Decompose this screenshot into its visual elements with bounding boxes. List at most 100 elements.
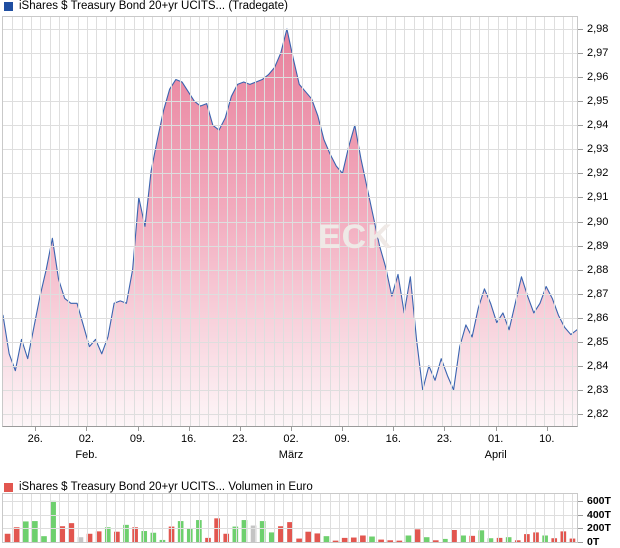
gridline-vertical: [339, 17, 340, 426]
price-chart-legend[interactable]: iShares $ Treasury Bond 20+yr UCITS... (…: [4, 0, 288, 13]
gridline-vertical: [535, 494, 536, 542]
x-tick-mark: [495, 427, 497, 431]
gridline-vertical: [152, 494, 153, 542]
volume-bar: [141, 531, 148, 542]
gridline-vertical: [386, 17, 387, 426]
x-tick-label-day: 16.: [385, 433, 401, 445]
gridline-vertical: [292, 494, 293, 542]
volume-chart-panel[interactable]: [2, 493, 578, 543]
gridline-horizontal: [3, 53, 577, 54]
gridline-vertical: [516, 17, 517, 426]
gridline-vertical: [311, 17, 312, 426]
volume-bar: [214, 518, 220, 542]
volume-bar: [533, 532, 539, 542]
gridline-horizontal: [3, 342, 577, 343]
gridline-horizontal: [3, 197, 577, 198]
y-tick-label: 2,82: [587, 407, 609, 420]
volume-chart-legend[interactable]: iShares $ Treasury Bond 20+yr UCITS... V…: [4, 481, 313, 494]
y-tick-label: 2,91: [587, 191, 609, 204]
gridline-horizontal: [3, 149, 577, 150]
gridline-vertical: [479, 494, 480, 542]
y-tick-mark: [578, 269, 583, 271]
gridline-vertical: [544, 494, 545, 542]
x-tick-mark: [86, 427, 88, 431]
gridline-vertical: [12, 494, 13, 542]
gridline-vertical: [479, 17, 480, 426]
volume-bar: [423, 537, 430, 542]
gridline-vertical: [171, 17, 172, 426]
x-tick-label-day: 09.: [334, 433, 350, 445]
gridline-vertical: [395, 494, 396, 542]
gridline-horizontal: [3, 222, 577, 223]
volume-bar: [150, 532, 157, 542]
gridline-vertical: [134, 494, 135, 542]
volume-bar: [451, 530, 457, 542]
volume-y-tick-label: 600T: [587, 494, 611, 507]
gridline-vertical: [507, 17, 508, 426]
gridline-vertical: [554, 17, 555, 426]
gridline-horizontal: [3, 318, 577, 319]
y-tick-label: 2,96: [587, 71, 609, 84]
gridline-vertical: [302, 17, 303, 426]
gridline-vertical: [124, 17, 125, 426]
volume-bar: [442, 538, 448, 542]
volume-bar: [305, 531, 312, 542]
gridline-vertical: [190, 494, 191, 542]
x-tick-label-month: Feb.: [75, 449, 98, 461]
x-tick-mark: [291, 427, 293, 431]
gridline-vertical: [376, 494, 377, 542]
y-tick-label: 2,90: [587, 215, 609, 228]
gridline-vertical: [535, 17, 536, 426]
gridline-vertical: [367, 494, 368, 542]
red-square-icon: [4, 483, 13, 493]
gridline-vertical: [572, 17, 573, 426]
gridline-vertical: [208, 17, 209, 426]
gridline-vertical: [50, 494, 51, 542]
gridline-vertical: [190, 17, 191, 426]
x-tick-mark: [546, 427, 548, 431]
gridline-vertical: [218, 17, 219, 426]
volume-y-tick-label: 200T: [587, 522, 611, 535]
gridline-vertical: [404, 17, 405, 426]
gridline-vertical: [404, 494, 405, 542]
y-tick-label: 2,86: [587, 311, 609, 324]
y-tick-mark: [578, 125, 583, 127]
gridline-vertical: [87, 494, 88, 542]
y-tick-label: 2,97: [587, 47, 609, 60]
gridline-horizontal: [3, 528, 577, 529]
gridline-vertical: [22, 17, 23, 426]
y-tick-label: 2,94: [587, 119, 609, 132]
gridline-vertical: [246, 494, 247, 542]
gridline-vertical: [516, 494, 517, 542]
gridline-horizontal: [3, 366, 577, 367]
gridline-vertical: [134, 17, 135, 426]
x-tick-mark: [393, 427, 395, 431]
gridline-vertical: [488, 17, 489, 426]
gridline-vertical: [96, 494, 97, 542]
volume-bar: [350, 537, 357, 542]
x-tick-mark: [444, 427, 446, 431]
volume-y-tick-mark: [578, 542, 583, 543]
price-chart-panel[interactable]: [2, 16, 578, 427]
gridline-vertical: [218, 494, 219, 542]
x-tick-mark: [35, 427, 37, 431]
y-tick-mark: [578, 221, 583, 223]
gridline-vertical: [12, 17, 13, 426]
volume-bar: [341, 537, 348, 542]
x-tick-mark: [137, 427, 139, 431]
gridline-vertical: [162, 17, 163, 426]
gridline-horizontal: [3, 77, 577, 78]
gridline-vertical: [106, 17, 107, 426]
gridline-horizontal: [3, 173, 577, 174]
y-tick-mark: [578, 413, 583, 415]
gridline-vertical: [274, 17, 275, 426]
gridline-vertical: [274, 494, 275, 542]
gridline-vertical: [236, 494, 237, 542]
gridline-vertical: [563, 17, 564, 426]
volume-legend-label: iShares $ Treasury Bond 20+yr UCITS... V…: [19, 481, 313, 493]
gridline-vertical: [143, 494, 144, 542]
y-tick-label: 2,88: [587, 263, 609, 276]
volume-bar: [296, 538, 302, 542]
x-tick-label-day: 26.: [27, 433, 43, 445]
volume-bar: [460, 535, 466, 542]
